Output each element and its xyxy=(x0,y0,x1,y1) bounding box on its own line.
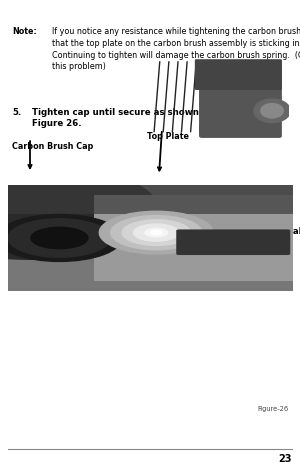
Circle shape xyxy=(99,212,213,254)
Text: 5.: 5. xyxy=(12,107,21,116)
Text: Top Plate: Top Plate xyxy=(147,132,189,141)
Circle shape xyxy=(8,219,111,257)
FancyBboxPatch shape xyxy=(199,61,282,138)
Text: If you notice any resistance while tightening the carbon brush cap, it is an ind: If you notice any resistance while tight… xyxy=(52,27,300,71)
FancyBboxPatch shape xyxy=(195,60,282,91)
Circle shape xyxy=(261,104,283,119)
Text: 23: 23 xyxy=(278,453,292,463)
Text: Remove the cap and carbon brush from the tool, visually check the two parts for
: Remove the cap and carbon brush from the… xyxy=(32,227,300,248)
Text: 6.: 6. xyxy=(12,227,21,236)
Text: Note:: Note: xyxy=(12,27,37,36)
Circle shape xyxy=(254,100,290,123)
Circle shape xyxy=(151,231,162,235)
FancyBboxPatch shape xyxy=(176,230,290,256)
Circle shape xyxy=(145,229,168,238)
Circle shape xyxy=(111,216,202,250)
Text: Figure-26: Figure-26 xyxy=(258,405,289,411)
FancyBboxPatch shape xyxy=(94,196,293,281)
Text: Tighten cap until secure as shown in
Figure 26.: Tighten cap until secure as shown in Fig… xyxy=(32,107,211,128)
Text: Carbon Brush Cap: Carbon Brush Cap xyxy=(12,141,93,150)
FancyBboxPatch shape xyxy=(8,185,293,292)
Circle shape xyxy=(0,164,159,260)
FancyBboxPatch shape xyxy=(8,183,293,215)
Circle shape xyxy=(122,220,190,246)
Circle shape xyxy=(0,215,122,262)
Text: Figure-27: Figure-27 xyxy=(260,274,292,280)
Circle shape xyxy=(31,228,88,249)
Circle shape xyxy=(134,225,179,242)
